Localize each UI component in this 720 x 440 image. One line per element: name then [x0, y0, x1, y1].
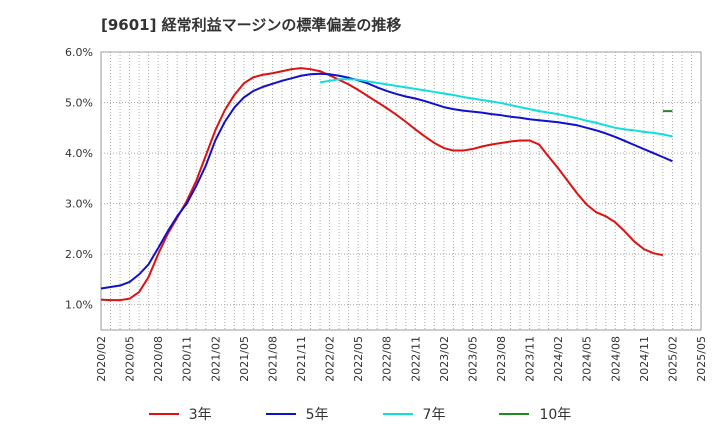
legend-swatch — [499, 413, 530, 415]
x-tick-label: 2024/05 — [581, 336, 594, 382]
x-tick-label: 2023/02 — [438, 336, 451, 382]
legend-label: 7年 — [422, 407, 446, 423]
legend-item: 10年 — [499, 404, 571, 424]
legend: 3年 5年 7年 10年 — [0, 404, 720, 424]
x-tick-label: 2021/11 — [295, 336, 308, 382]
legend-item: 7年 — [382, 404, 446, 424]
y-tick-label: 1.0% — [65, 299, 93, 312]
legend-swatch — [382, 413, 413, 415]
plot-background — [100, 51, 702, 331]
x-tick-label: 2025/02 — [666, 336, 679, 382]
x-tick-label: 2022/11 — [409, 336, 422, 382]
series-lines — [100, 67, 673, 302]
legend-label: 5年 — [305, 407, 329, 423]
plot-area — [100, 51, 702, 331]
x-tick-label: 2020/05 — [124, 336, 137, 382]
legend-item: 3年 — [148, 404, 212, 424]
x-tick-label: 2020/11 — [181, 336, 194, 382]
y-tick-label: 2.0% — [65, 248, 93, 261]
grid-lines — [101, 51, 701, 330]
x-tick-label: 2024/08 — [609, 336, 622, 382]
legend-label: 10年 — [539, 407, 572, 423]
y-tick-label: 4.0% — [65, 147, 93, 160]
x-tick-label: 2021/02 — [209, 336, 222, 382]
chart-title: [9601] 経常利益マージンの標準偏差の推移 — [101, 16, 402, 34]
x-tick-label: 2022/05 — [352, 336, 365, 382]
y-tick-label: 3.0% — [65, 198, 93, 211]
x-tick-label: 2021/08 — [266, 336, 279, 382]
y-tick-label: 6.0% — [65, 46, 93, 59]
legend-swatch — [265, 413, 296, 415]
x-tick-label: 2020/02 — [95, 336, 108, 382]
y-axis-tick-labels: 1.0% 2.0% 3.0% 4.0% 5.0% 6.0% — [65, 46, 93, 312]
legend-label: 3年 — [188, 407, 212, 423]
x-tick-label: 2024/02 — [552, 336, 565, 382]
x-tick-label: 2025/05 — [695, 336, 708, 382]
x-tick-label: 2020/08 — [152, 336, 165, 382]
x-tick-label: 2021/05 — [238, 336, 251, 382]
x-tick-label: 2023/08 — [495, 336, 508, 382]
x-tick-label: 2023/05 — [466, 336, 479, 382]
y-tick-label: 5.0% — [65, 97, 93, 110]
x-axis-tick-labels: 2020/02 2020/05 2020/08 2020/11 2021/02 2021/… — [95, 336, 708, 382]
x-tick-label: 2022/08 — [381, 336, 394, 382]
series-line-7年 — [319, 78, 673, 138]
series-line-5年 — [100, 72, 673, 290]
x-tick-label: 2024/11 — [638, 336, 651, 382]
x-tick-label: 2022/02 — [324, 336, 337, 382]
series-line-3年 — [100, 67, 664, 302]
legend-item: 5年 — [265, 404, 329, 424]
legend-swatch — [148, 413, 179, 415]
x-tick-label: 2023/11 — [524, 336, 537, 382]
